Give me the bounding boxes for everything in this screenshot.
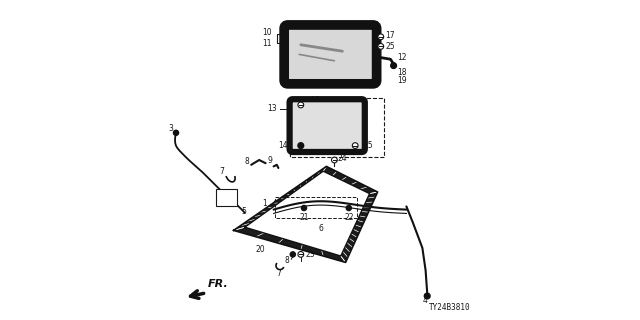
Circle shape	[424, 293, 430, 299]
Polygon shape	[245, 171, 370, 256]
PathPatch shape	[234, 166, 378, 262]
Circle shape	[332, 157, 337, 163]
Text: FR.: FR.	[208, 279, 228, 289]
Circle shape	[298, 252, 304, 257]
Text: 18: 18	[397, 68, 406, 76]
Text: 21: 21	[300, 213, 308, 222]
Text: 23: 23	[306, 250, 316, 259]
Circle shape	[173, 130, 179, 135]
FancyBboxPatch shape	[284, 25, 376, 84]
Text: 1: 1	[262, 199, 268, 208]
Text: 20: 20	[256, 245, 266, 254]
Circle shape	[390, 63, 397, 68]
Text: 3: 3	[168, 124, 173, 132]
Text: 22: 22	[344, 213, 353, 222]
Text: 8: 8	[285, 256, 290, 265]
FancyBboxPatch shape	[290, 99, 365, 152]
Text: 12: 12	[397, 53, 406, 62]
Text: 10: 10	[262, 28, 272, 36]
Circle shape	[301, 205, 307, 211]
Text: 14: 14	[278, 141, 288, 150]
Text: 17: 17	[385, 31, 396, 40]
Circle shape	[378, 34, 384, 40]
Text: 19: 19	[397, 76, 406, 84]
FancyBboxPatch shape	[216, 189, 237, 206]
Text: 9: 9	[267, 156, 272, 164]
Circle shape	[290, 252, 295, 257]
Text: 13: 13	[267, 104, 277, 113]
Circle shape	[298, 102, 304, 108]
Circle shape	[298, 143, 304, 148]
Text: 2: 2	[224, 193, 229, 202]
Text: 15: 15	[364, 141, 373, 150]
Text: 8: 8	[245, 157, 250, 166]
Circle shape	[346, 205, 351, 211]
Text: 4: 4	[422, 296, 428, 305]
Circle shape	[378, 44, 384, 49]
Text: 24: 24	[338, 154, 348, 163]
Text: 11: 11	[262, 39, 272, 48]
Text: 6: 6	[318, 224, 323, 233]
Text: 7: 7	[219, 167, 224, 176]
Text: 7: 7	[276, 269, 281, 278]
Text: 16: 16	[310, 96, 320, 105]
Text: TY24B3810: TY24B3810	[429, 303, 470, 312]
Text: 5: 5	[242, 207, 246, 216]
Circle shape	[352, 143, 358, 148]
Text: 25: 25	[385, 42, 396, 51]
